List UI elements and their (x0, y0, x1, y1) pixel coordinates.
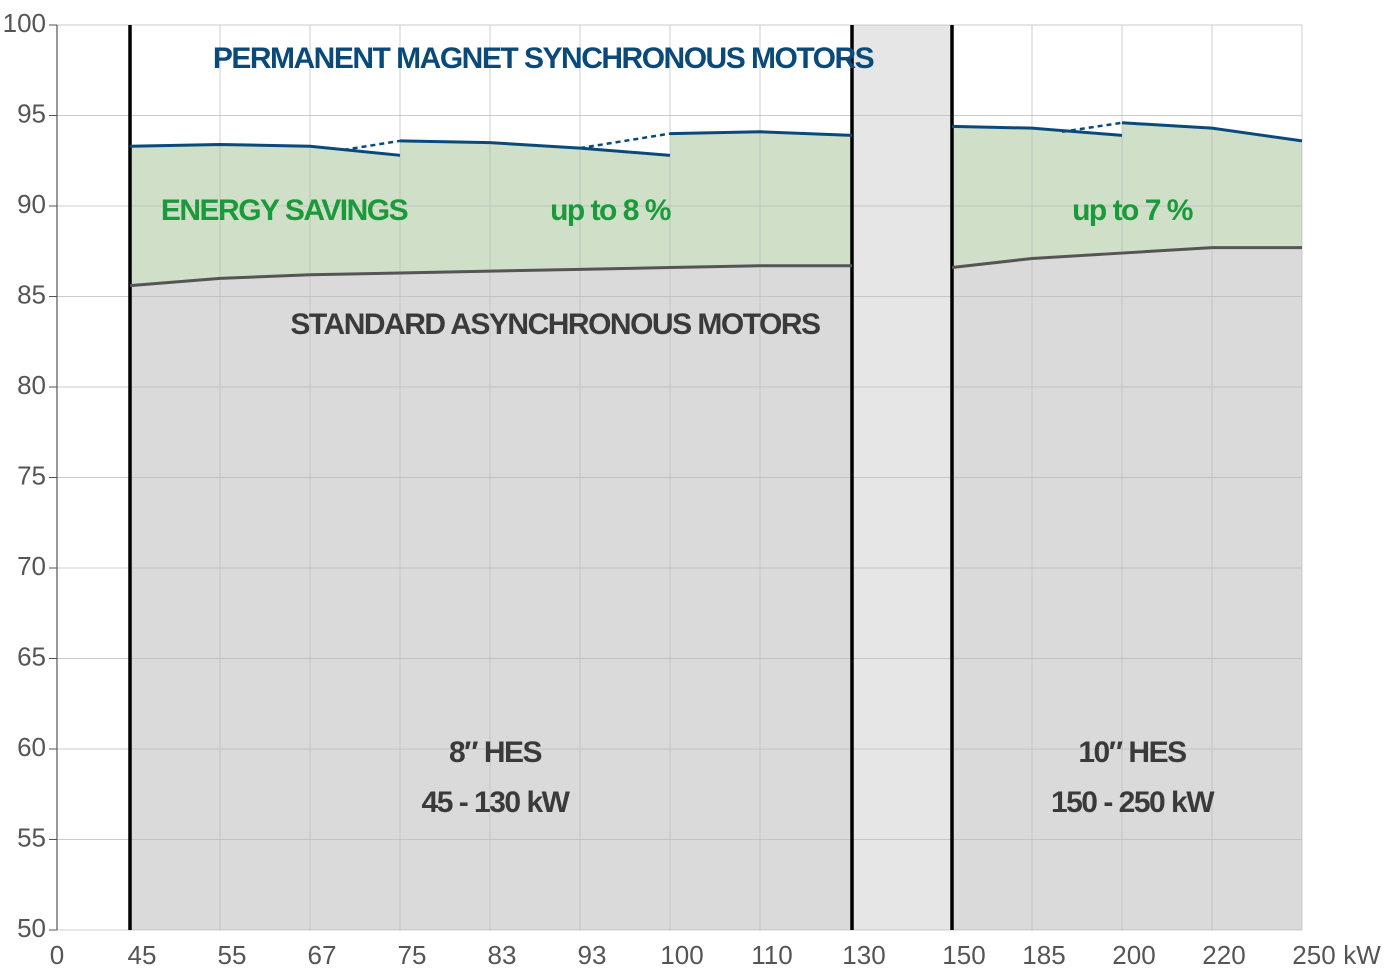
y-tick-label: 90 (17, 189, 46, 219)
x-tick-label: 200 (1112, 940, 1155, 969)
savings-area (130, 131, 852, 286)
x-tick-label: 100 (660, 940, 703, 969)
line (399, 139, 671, 157)
line (1121, 121, 1303, 143)
y-tick-label: 80 (17, 370, 46, 400)
x-tick-label: 93 (578, 940, 607, 969)
line (129, 142, 401, 157)
x-tick-label: 150 (942, 940, 985, 969)
lines (129, 121, 1303, 288)
hes10-range: 150 - 250 kW (1051, 786, 1215, 819)
x-tick-label: 130 (842, 940, 885, 969)
pmsm-label: PERMANENT MAGNET SYNCHRONOUS MOTORS (213, 42, 874, 75)
labels: PERMANENT MAGNET SYNCHRONOUS MOTORS ENER… (161, 42, 1217, 819)
savings-area (952, 122, 1302, 268)
y-tick-label: 70 (17, 551, 46, 581)
x-unit: kW (1343, 940, 1381, 969)
x-tick-label: 220 (1202, 940, 1245, 969)
y-tick-label: 100 (3, 8, 46, 38)
x-tick-label: 45 (128, 940, 157, 969)
x-tick-label: 185 (1022, 940, 1065, 969)
line (343, 139, 401, 152)
hes10-name: 10″ HES (1078, 736, 1186, 769)
x-tick-label: 110 (751, 940, 792, 969)
x-tick-label: 83 (488, 940, 517, 969)
hes8-range: 45 - 130 kW (422, 786, 571, 819)
x-tick-label: 250 (1292, 940, 1335, 969)
hes8-name: 8″ HES (449, 736, 542, 769)
standard-area (952, 247, 1302, 930)
line (951, 246, 1302, 270)
x-tick-label: 0 (50, 940, 64, 969)
line (129, 264, 852, 288)
line (1061, 121, 1123, 134)
savings-7-label: up to 7 % (1072, 194, 1193, 227)
line (669, 130, 853, 137)
x-tick-label: 55 (218, 940, 247, 969)
y-tick-label: 50 (17, 913, 46, 943)
grid: 50 55 60 65 70 75 80 85 90 95 100 0 45 55 67 75 83 93 100 1… (3, 8, 1382, 969)
line (579, 132, 671, 150)
y-tick-label: 65 (17, 641, 46, 671)
savings-8-label: up to 8 % (550, 194, 671, 227)
x-tick-label: 67 (308, 940, 337, 969)
background (130, 25, 1302, 931)
y-tick-label: 85 (17, 279, 46, 309)
y-tick-label: 60 (17, 732, 46, 762)
savings-label: ENERGY SAVINGS (161, 194, 408, 227)
y-tick-label: 75 (17, 460, 46, 490)
line (951, 124, 1123, 137)
standard-area (130, 265, 852, 931)
x-tick-label: 75 (398, 940, 427, 969)
y-tick-label: 95 (17, 98, 46, 128)
y-tick-label: 55 (17, 822, 46, 852)
standard-label: STANDARD ASYNCHRONOUS MOTORS (290, 308, 820, 341)
